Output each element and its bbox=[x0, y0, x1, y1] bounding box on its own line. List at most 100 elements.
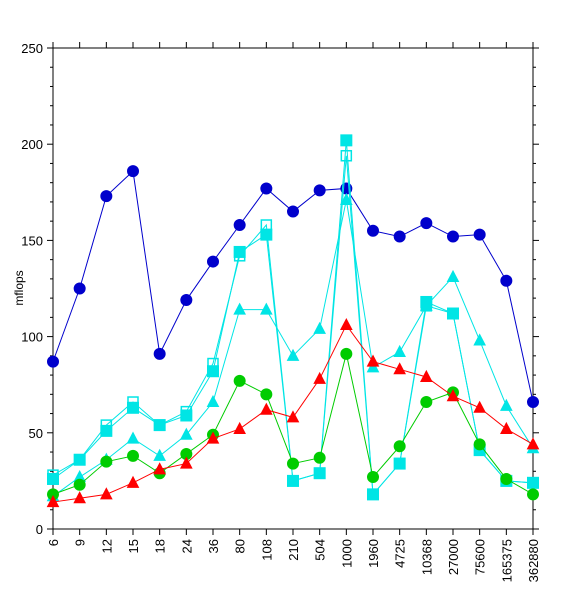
x-tick-label: 1000 bbox=[339, 539, 354, 568]
data-point bbox=[367, 471, 379, 484]
data-point bbox=[233, 245, 246, 258]
data-point bbox=[260, 182, 273, 195]
series-layer bbox=[46, 134, 540, 508]
x-tick-label: 210 bbox=[286, 539, 301, 561]
x-tick-label: 15 bbox=[126, 539, 141, 553]
data-point bbox=[393, 362, 406, 375]
data-point bbox=[100, 487, 113, 500]
data-point bbox=[260, 302, 273, 315]
data-point bbox=[73, 478, 86, 491]
data-point bbox=[260, 402, 273, 415]
y-tick-label: 150 bbox=[21, 233, 43, 248]
data-point bbox=[340, 134, 353, 147]
series-line bbox=[52, 199, 534, 497]
data-point bbox=[500, 472, 513, 485]
x-axis: 6 9 12 15 18 24 36 80 108 210 504 1000 1960 4725 10368… bbox=[46, 42, 541, 582]
data-point bbox=[180, 427, 193, 440]
data-point bbox=[287, 457, 299, 470]
data-point bbox=[180, 294, 193, 307]
data-point bbox=[47, 355, 59, 368]
data-point bbox=[287, 205, 299, 218]
data-point bbox=[447, 230, 459, 243]
data-point bbox=[527, 396, 539, 409]
x-tick-label: 108 bbox=[259, 539, 274, 561]
data-point bbox=[527, 488, 539, 501]
x-tick-label: 4725 bbox=[393, 539, 408, 568]
y-tick-label: 0 bbox=[36, 522, 43, 537]
data-point bbox=[420, 396, 433, 409]
y-tick-label: 50 bbox=[29, 426, 43, 441]
data-point bbox=[527, 476, 539, 489]
data-point bbox=[367, 488, 379, 501]
data-point bbox=[473, 333, 486, 346]
data-point bbox=[127, 165, 139, 178]
x-tick-label: 165375 bbox=[499, 539, 514, 582]
data-point bbox=[473, 438, 486, 451]
data-point bbox=[313, 451, 326, 464]
data-point bbox=[313, 184, 326, 197]
x-tick-label: 12 bbox=[99, 539, 114, 553]
data-point bbox=[500, 421, 513, 434]
data-point bbox=[473, 228, 486, 241]
x-tick-label: 6 bbox=[46, 539, 61, 546]
data-point bbox=[340, 347, 353, 360]
data-point bbox=[73, 282, 86, 295]
data-point bbox=[526, 437, 540, 450]
data-point bbox=[100, 190, 113, 203]
series-line bbox=[52, 353, 534, 495]
data-point bbox=[233, 374, 246, 387]
data-point bbox=[153, 462, 166, 475]
data-point bbox=[447, 307, 459, 320]
data-point bbox=[393, 230, 406, 243]
data-point bbox=[473, 400, 486, 413]
data-point bbox=[500, 274, 513, 287]
data-point bbox=[313, 467, 326, 480]
x-tick-label: 24 bbox=[179, 539, 194, 553]
data-point bbox=[127, 449, 139, 462]
data-point bbox=[180, 456, 193, 469]
series-0 bbox=[47, 165, 539, 409]
data-point bbox=[446, 269, 460, 282]
data-point bbox=[46, 494, 60, 508]
data-point bbox=[286, 410, 300, 423]
data-point bbox=[500, 398, 513, 411]
y-axis-label: mflops bbox=[12, 270, 26, 305]
x-tick-label: 36 bbox=[206, 539, 221, 553]
data-point bbox=[286, 348, 300, 361]
data-point bbox=[367, 224, 379, 237]
x-tick-label: 504 bbox=[313, 539, 328, 561]
data-point bbox=[260, 388, 273, 401]
data-point bbox=[153, 448, 166, 461]
data-point bbox=[153, 419, 166, 432]
plot-frame bbox=[52, 47, 534, 530]
x-tick-label: 362880 bbox=[526, 539, 541, 582]
data-point bbox=[393, 344, 406, 357]
data-point bbox=[260, 228, 273, 241]
x-tick-label: 9 bbox=[73, 539, 88, 546]
y-tick-label: 200 bbox=[21, 137, 43, 152]
data-point bbox=[446, 389, 460, 402]
data-point bbox=[206, 394, 220, 408]
data-point bbox=[207, 365, 219, 378]
data-point bbox=[313, 321, 326, 334]
data-point bbox=[153, 347, 166, 360]
y-tick-label: 100 bbox=[21, 330, 43, 345]
data-point bbox=[233, 421, 246, 434]
series-3 bbox=[46, 192, 540, 502]
x-tick-label: 27000 bbox=[446, 539, 461, 575]
series-5 bbox=[46, 317, 540, 508]
data-point bbox=[420, 217, 433, 230]
data-point bbox=[393, 440, 406, 453]
data-point bbox=[100, 455, 113, 468]
data-point bbox=[206, 431, 220, 444]
x-tick-label: 80 bbox=[233, 539, 248, 553]
data-point bbox=[47, 472, 59, 485]
data-point bbox=[393, 457, 406, 470]
x-tick-label: 10368 bbox=[419, 539, 434, 575]
data-point bbox=[100, 424, 113, 437]
series-4 bbox=[47, 347, 539, 501]
data-point bbox=[366, 354, 380, 367]
data-point bbox=[233, 219, 246, 232]
x-tick-label: 18 bbox=[153, 539, 168, 553]
